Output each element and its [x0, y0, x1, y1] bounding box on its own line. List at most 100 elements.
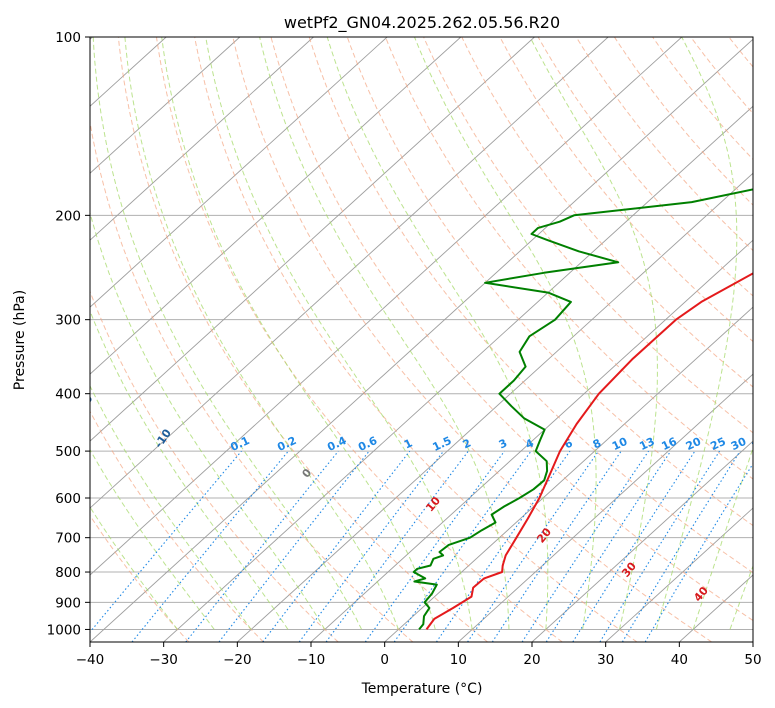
temperature-profile-line: [425, 272, 753, 630]
mixing-ratio-lines: [90, 450, 753, 642]
dry-adiabat-line: [499, 37, 753, 343]
y-tick-label: 300: [55, 313, 81, 329]
mixing-ratio-label: 16: [660, 435, 680, 453]
isotherm-line: [605, 507, 753, 642]
x-tick-label: −10: [297, 652, 326, 668]
mixing-ratio-line: [644, 462, 753, 642]
y-tick-label: 900: [55, 595, 81, 611]
y-tick-label: 500: [55, 444, 81, 460]
isotherm-line: [163, 105, 753, 642]
dry-adiabat-line: [461, 37, 753, 388]
mixing-ratio-line: [131, 450, 289, 642]
mixing-ratio-line: [185, 450, 339, 642]
x-tick-label: −40: [76, 652, 105, 668]
moist-adiabat-line: [692, 446, 753, 630]
y-tick-label: 800: [55, 565, 81, 581]
mixing-ratio-line: [393, 450, 532, 642]
dry-adiabat-line: [308, 37, 753, 574]
isotherm-line: [90, 37, 683, 576]
y-axis-ticks: 1000 900 800 700 600 500 400 300 200 100: [47, 30, 90, 638]
pressure-grid: [90, 37, 753, 630]
y-tick-label: 1000: [47, 622, 81, 638]
isotherm-line: [90, 37, 535, 442]
x-tick-label: −30: [149, 652, 178, 668]
dewpoint-profile-line: [412, 188, 753, 631]
mixing-ratio-line: [572, 450, 696, 642]
mixing-ratio-label: 25: [708, 435, 727, 453]
x-tick-label: 10: [450, 652, 467, 668]
mixing-ratio-line: [90, 450, 242, 633]
isotherm-line: [90, 37, 241, 174]
y-tick-label: 200: [55, 208, 81, 224]
mixing-ratio-label: 30: [729, 435, 749, 453]
moist-adiabat-line: [90, 448, 215, 630]
mixing-ratio-line: [521, 450, 650, 642]
dry-adiabat-line: [652, 37, 753, 161]
mixing-ratio-line: [364, 450, 505, 642]
moist-adiabat-line: [124, 37, 399, 630]
isotherm-line: [90, 38, 753, 642]
isotherm-line: [90, 37, 388, 308]
isotherm-line: [90, 37, 609, 509]
x-tick-label: −20: [223, 652, 252, 668]
y-tick-label: 600: [55, 491, 81, 507]
dry-adiabat-line: [346, 37, 753, 527]
y-axis-label: Pressure (hPa): [12, 290, 28, 390]
moist-adiabat-line: [90, 506, 178, 630]
mixing-ratio-line: [298, 450, 444, 642]
x-axis-ticks: −40 −30 −20 −10 0 10 20 30 40 50: [76, 642, 762, 668]
moist-adiabat-line: [161, 37, 436, 630]
moist-adiabat-line: [90, 384, 252, 630]
moist-adiabat-line: [326, 37, 549, 630]
dry-adiabat-line: [232, 37, 712, 642]
dry-adiabat-line: [90, 514, 190, 642]
moist-adiabat-line: [90, 211, 326, 630]
dry-adiabat-line: [613, 37, 753, 206]
y-tick-label: 400: [55, 387, 81, 403]
moist-adiabat-line: [90, 309, 289, 630]
x-tick-label: 40: [671, 652, 688, 668]
moist-adiabat-line: [529, 37, 658, 630]
dry-adiabat-line: [90, 290, 339, 642]
skewed-isotherms: [90, 37, 753, 642]
x-tick-label: 50: [744, 652, 761, 668]
mixing-ratio-label: 10: [610, 435, 630, 453]
mixing-ratio-label: 36: [750, 435, 770, 453]
dry-adiabat-line: [423, 37, 753, 434]
dry-adiabat-line: [537, 37, 753, 297]
y-tick-label: 100: [55, 30, 81, 46]
moist-adiabat-line: [729, 564, 753, 630]
isotherm-line: [90, 37, 314, 241]
isotherm-line: [531, 440, 753, 642]
plot-frame: [89, 36, 754, 643]
moist-adiabat-line: [414, 37, 597, 630]
mixing-ratio-label: 13: [637, 435, 656, 453]
isotherm-line: [384, 306, 753, 642]
dry-adiabats: [90, 37, 753, 642]
mixing-ratio-line: [435, 450, 571, 642]
mixing-ratio-line: [491, 450, 622, 642]
dry-adiabat-line: [117, 37, 488, 642]
isotherm-line: [458, 373, 753, 642]
dry-adiabat-line: [270, 37, 753, 622]
moist-adiabat-line: [205, 37, 473, 630]
moist-adiabats: [90, 37, 753, 630]
moist-adiabat-line: [655, 37, 738, 630]
dry-adiabat-line: [90, 119, 414, 642]
dry-adiabat-line: [194, 37, 638, 642]
plot-area: 0.10.20.40.611.52346810131620253036-100-…: [90, 37, 770, 642]
x-tick-label: 20: [523, 652, 540, 668]
isotherm-line: [237, 172, 753, 642]
mixing-ratio-line: [325, 450, 469, 642]
profile-series: [412, 188, 753, 631]
mixing-ratio-line: [545, 450, 672, 642]
moist-adiabat-line: [92, 37, 363, 630]
x-tick-label: 0: [380, 652, 389, 668]
x-tick-label: 30: [597, 652, 614, 668]
y-tick-label: 700: [55, 531, 81, 547]
x-axis-label: Temperature (°C): [361, 681, 483, 697]
mixing-ratio-line: [467, 450, 599, 642]
isotherm-line: [90, 37, 462, 375]
